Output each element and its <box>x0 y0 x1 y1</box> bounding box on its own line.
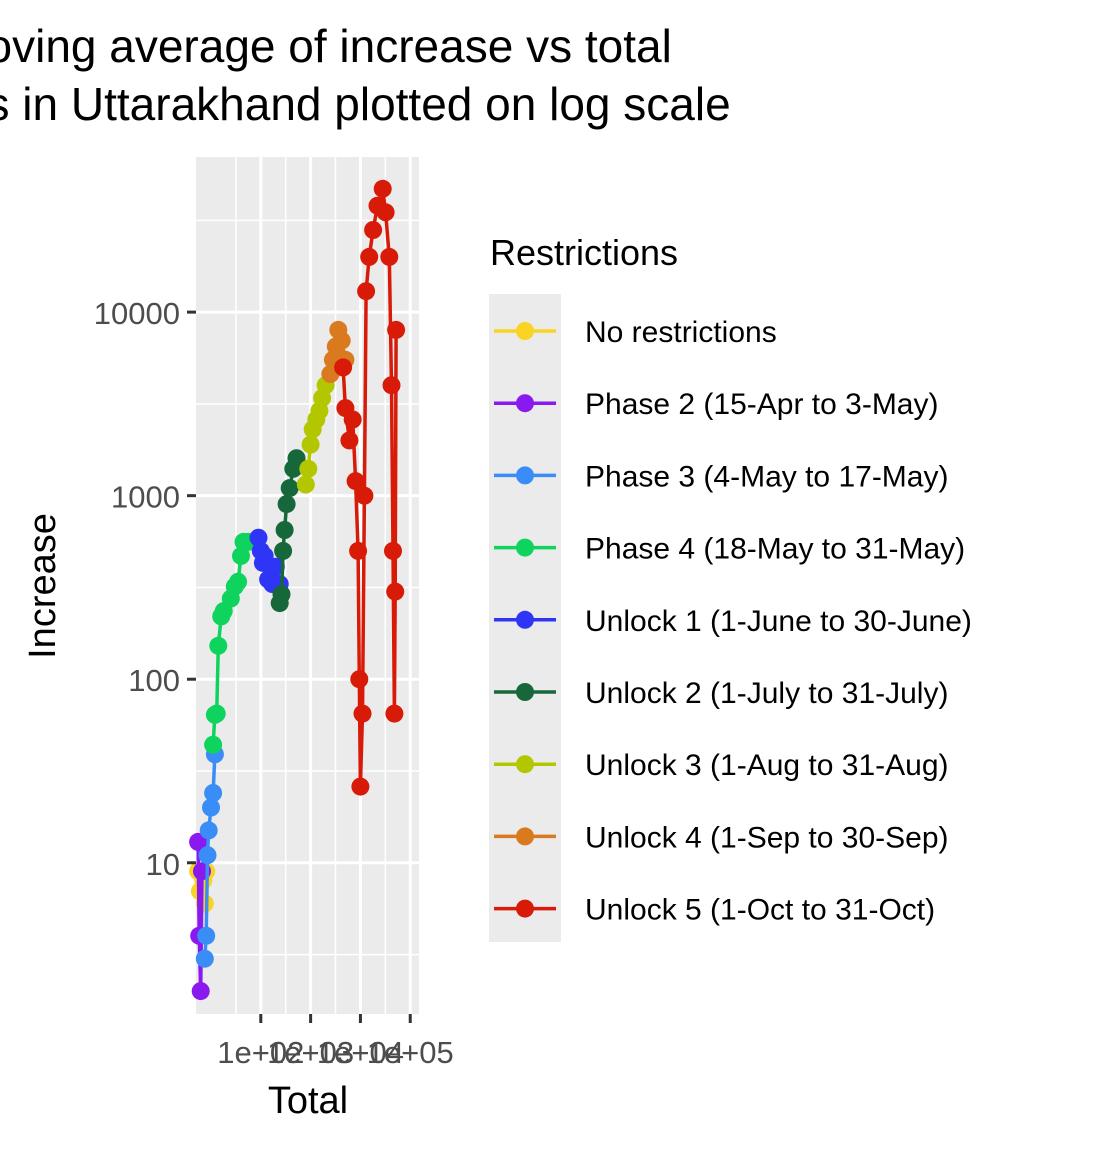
data-point <box>385 704 404 723</box>
legend-item: Unlock 3 (1-Aug to 31-Aug) <box>494 749 949 782</box>
legend-label: Unlock 2 (1-July to 31-July) <box>585 677 948 710</box>
legend-label: Unlock 3 (1-Aug to 31-Aug) <box>585 749 949 782</box>
chart-title-line-1: Moving average of increase vs total <box>0 20 672 72</box>
y-tick-label: 10000 <box>94 296 180 331</box>
data-point <box>296 475 315 494</box>
data-point <box>195 949 214 968</box>
data-point <box>229 572 248 591</box>
x-tick-label: 1e+05 <box>367 1035 454 1070</box>
data-point <box>343 410 362 429</box>
series-4 <box>204 532 257 754</box>
data-point <box>380 247 399 266</box>
chart-title-line-2: cases in Uttarakhand plotted on log scal… <box>0 78 731 130</box>
legend-item: Unlock 2 (1-July to 31-July) <box>494 677 948 710</box>
legend-marker <box>516 899 534 918</box>
legend-label: Unlock 5 (1-Oct to 31-Oct) <box>585 894 935 927</box>
data-point <box>384 541 402 560</box>
data-point <box>364 221 383 239</box>
legend-marker <box>516 394 534 413</box>
y-axis-label: Increase <box>22 513 64 659</box>
data-point <box>382 376 401 395</box>
data-point <box>357 282 376 301</box>
data-point <box>287 449 306 468</box>
series-layer <box>189 179 406 1001</box>
legend-item: Unlock 1 (1-June to 30-June) <box>494 605 972 638</box>
legend-label: No restrictions <box>585 316 777 349</box>
legend-items: No restrictions Phase 2 (15-Apr to 3-May)… <box>494 316 972 927</box>
legend-label: Unlock 4 (1-Sep to 30-Sep) <box>585 821 949 854</box>
legend-marker <box>516 466 534 485</box>
legend-marker <box>516 683 534 701</box>
series-6 <box>270 449 306 613</box>
data-point <box>332 331 351 350</box>
x-tick-label: 1e+03 <box>267 1035 354 1070</box>
data-point <box>202 798 220 817</box>
x-tick-label: 1e+04 <box>317 1035 404 1070</box>
data-point <box>275 521 294 539</box>
data-point <box>198 846 217 865</box>
data-point <box>204 735 223 754</box>
legend-item: Phase 2 (15-Apr to 3-May) <box>494 388 938 421</box>
data-point <box>301 435 320 454</box>
data-point <box>387 320 406 339</box>
data-point <box>349 541 368 560</box>
data-point <box>197 926 216 945</box>
chart-title: Moving average of increase vs total case… <box>0 20 731 130</box>
data-point <box>204 784 223 802</box>
data-point <box>255 546 274 565</box>
y-tick-label: 10 <box>146 847 180 882</box>
series-line <box>341 187 398 789</box>
data-point <box>232 546 250 565</box>
legend-item: Phase 3 (4-May to 17-May) <box>494 460 948 493</box>
data-point <box>350 670 369 689</box>
data-point <box>386 582 405 601</box>
legend-item: Unlock 4 (1-Sep to 30-Sep) <box>494 821 949 854</box>
data-point <box>189 832 208 851</box>
data-point <box>277 495 296 514</box>
series-9 <box>334 179 406 796</box>
legend-marker <box>516 827 534 846</box>
legend-item: No restrictions <box>494 316 777 349</box>
data-point <box>209 636 228 655</box>
data-point <box>199 821 218 840</box>
data-point <box>280 479 299 498</box>
data-point <box>346 472 365 491</box>
y-tick-label: 1000 <box>111 480 180 515</box>
data-point <box>351 777 370 796</box>
legend-label: Phase 2 (15-Apr to 3-May) <box>585 388 938 421</box>
data-point <box>376 203 395 222</box>
data-point <box>355 486 374 505</box>
major-gridlines <box>196 157 419 1014</box>
data-point <box>334 358 353 377</box>
data-point <box>207 704 226 723</box>
x-axis-label: Total <box>268 1080 348 1122</box>
legend-marker <box>516 610 534 629</box>
data-point <box>191 982 210 1001</box>
data-point <box>299 459 318 478</box>
legend-marker <box>516 322 534 340</box>
data-point <box>353 704 372 723</box>
legend-label: Phase 4 (18-May to 31-May) <box>585 533 965 566</box>
data-point <box>272 585 291 604</box>
series-7 <box>296 376 335 494</box>
data-point <box>274 541 293 560</box>
x-tick-label: 1e+02 <box>217 1035 304 1070</box>
data-point <box>373 179 392 198</box>
legend-marker <box>516 538 534 557</box>
y-tick-label: 100 <box>128 663 180 698</box>
data-point <box>340 431 359 450</box>
data-point <box>360 247 379 266</box>
legend-item: Phase 4 (18-May to 31-May) <box>494 533 965 566</box>
data-point <box>266 557 285 576</box>
legend: Restrictions No restrictions Phase 2 (15-… <box>489 232 972 942</box>
legend-title: Restrictions <box>490 232 678 273</box>
legend-item: Unlock 5 (1-Oct to 31-Oct) <box>494 894 935 927</box>
legend-label: Unlock 1 (1-June to 30-June) <box>585 605 972 638</box>
legend-label: Phase 3 (4-May to 17-May) <box>585 460 948 493</box>
legend-marker <box>516 755 534 774</box>
